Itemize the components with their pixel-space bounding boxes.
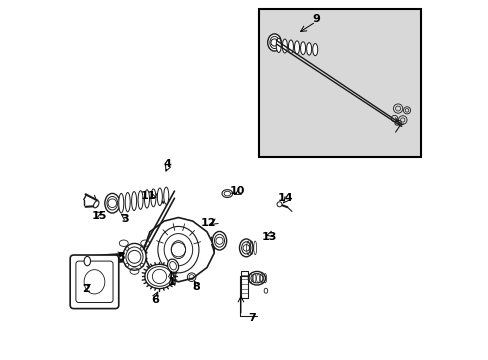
Ellipse shape bbox=[122, 243, 146, 270]
Text: 9: 9 bbox=[311, 14, 319, 24]
Ellipse shape bbox=[306, 42, 311, 55]
Ellipse shape bbox=[144, 190, 149, 208]
Text: 3: 3 bbox=[121, 214, 128, 224]
Text: 7: 7 bbox=[247, 312, 255, 323]
Ellipse shape bbox=[163, 187, 168, 204]
Ellipse shape bbox=[131, 192, 136, 211]
Circle shape bbox=[276, 202, 282, 207]
Ellipse shape bbox=[239, 239, 253, 257]
Ellipse shape bbox=[164, 234, 192, 266]
Text: 14: 14 bbox=[277, 193, 293, 203]
Ellipse shape bbox=[104, 193, 120, 213]
Ellipse shape bbox=[267, 34, 281, 51]
Text: 6: 6 bbox=[151, 295, 159, 305]
Ellipse shape bbox=[294, 41, 299, 54]
Text: 5: 5 bbox=[117, 252, 125, 262]
Ellipse shape bbox=[248, 271, 265, 285]
Ellipse shape bbox=[212, 231, 226, 250]
Ellipse shape bbox=[151, 189, 156, 207]
Text: 2: 2 bbox=[81, 284, 89, 294]
Text: 15: 15 bbox=[92, 211, 107, 221]
Text: 4: 4 bbox=[163, 159, 171, 169]
Text: 12: 12 bbox=[201, 218, 216, 228]
Ellipse shape bbox=[312, 44, 317, 56]
Ellipse shape bbox=[288, 40, 293, 54]
Text: 11: 11 bbox=[140, 191, 156, 201]
Polygon shape bbox=[142, 217, 214, 282]
Ellipse shape bbox=[125, 193, 130, 212]
Ellipse shape bbox=[276, 38, 281, 53]
Ellipse shape bbox=[119, 193, 123, 213]
Text: 13: 13 bbox=[261, 232, 277, 242]
Text: 10: 10 bbox=[229, 186, 244, 196]
Ellipse shape bbox=[158, 226, 199, 273]
Ellipse shape bbox=[222, 190, 232, 198]
Bar bbox=[258, 9, 421, 157]
FancyBboxPatch shape bbox=[70, 255, 119, 309]
Ellipse shape bbox=[167, 259, 178, 273]
Text: 8: 8 bbox=[192, 282, 200, 292]
Text: 1: 1 bbox=[167, 277, 175, 287]
Ellipse shape bbox=[138, 191, 143, 209]
Bar bbox=[241, 271, 247, 298]
Ellipse shape bbox=[300, 42, 305, 55]
Ellipse shape bbox=[144, 264, 174, 289]
Ellipse shape bbox=[84, 256, 90, 266]
Ellipse shape bbox=[157, 188, 162, 206]
Ellipse shape bbox=[282, 39, 287, 53]
Ellipse shape bbox=[93, 201, 99, 208]
